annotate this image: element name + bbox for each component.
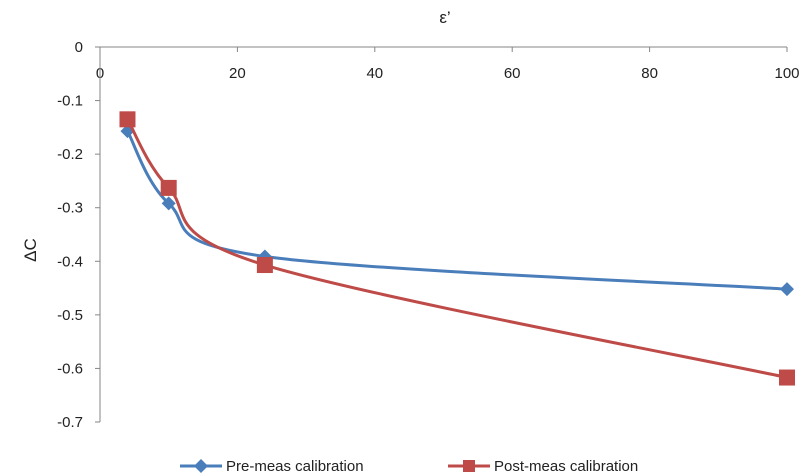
y-tick-label: -0.5 xyxy=(57,307,83,324)
data-point-post-meas xyxy=(119,111,136,128)
y-axis-title: ΔC xyxy=(21,238,40,262)
y-tick-label: -0.2 xyxy=(57,146,83,163)
series-line-pre-meas xyxy=(126,130,788,291)
x-tick-label: 40 xyxy=(366,65,383,82)
x-tick-labels: 0 20 40 60 80 100 xyxy=(96,47,800,82)
data-point-post-meas xyxy=(160,179,177,196)
data-point-pre-meas xyxy=(780,282,794,297)
legend-label-post-meas: Post-meas calibration xyxy=(494,458,638,475)
data-point-pre-meas xyxy=(161,196,176,211)
x-tick-label: 100 xyxy=(774,65,799,82)
legend-marker-post-meas xyxy=(463,460,475,472)
y-tick-label: -0.3 xyxy=(57,200,83,217)
y-tick-labels: 0 -0.1 -0.2 -0.3 -0.4 -0.5 -0.6 -0.7 xyxy=(57,39,100,431)
x-tick-label: 20 xyxy=(229,65,246,82)
legend: Pre-meas calibration Post-meas calibrati… xyxy=(180,458,638,475)
legend-item-post-meas: Post-meas calibration xyxy=(448,458,638,475)
data-point-post-meas xyxy=(256,257,273,274)
x-axis-title: ε’ xyxy=(439,8,450,27)
data-point-post-meas xyxy=(779,369,795,386)
y-tick-label: -0.1 xyxy=(57,93,83,110)
y-tick-label: -0.4 xyxy=(57,253,83,270)
y-tick-label: -0.7 xyxy=(57,414,83,431)
y-tick-label: 0 xyxy=(75,39,83,56)
y-tick-label: -0.6 xyxy=(57,360,83,377)
x-tick-label: 80 xyxy=(641,65,658,82)
x-tick-label: 60 xyxy=(504,65,521,82)
legend-item-pre-meas: Pre-meas calibration xyxy=(180,458,364,475)
legend-marker-pre-meas xyxy=(194,459,208,473)
legend-label-pre-meas: Pre-meas calibration xyxy=(226,458,364,475)
series-layer xyxy=(119,111,795,386)
